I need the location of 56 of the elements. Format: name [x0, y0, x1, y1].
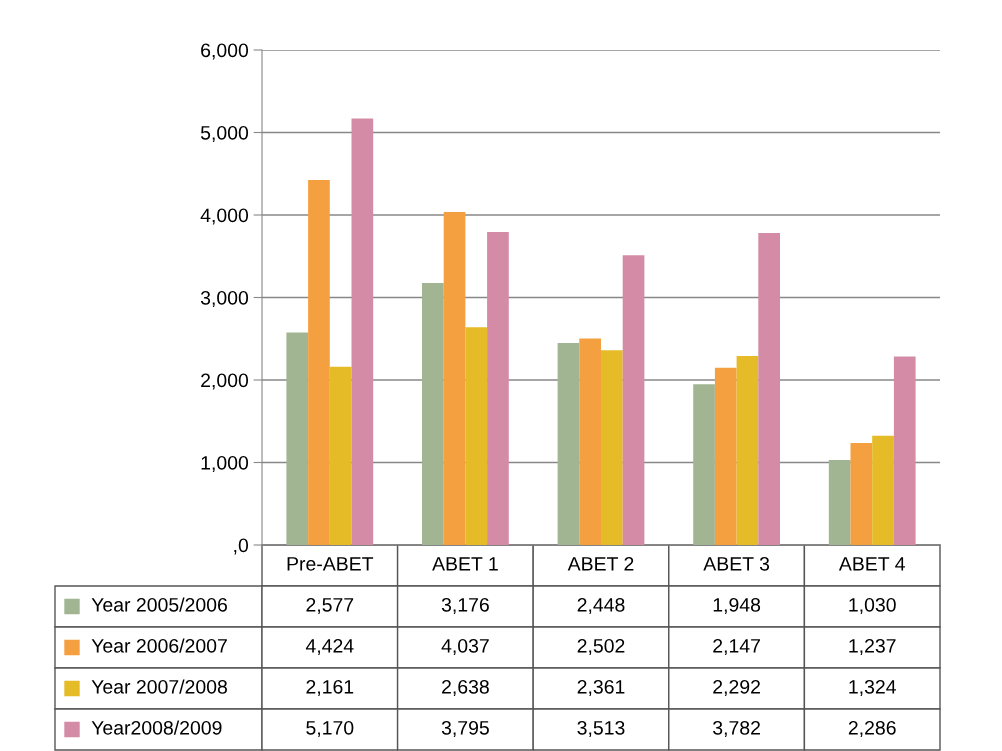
- bar: [758, 232, 780, 545]
- bar: [351, 118, 374, 545]
- data-label: 4,424: [305, 638, 354, 656]
- bar: [736, 355, 759, 545]
- x-tick-label: Pre-ABET: [287, 557, 374, 571]
- y-tick-label: 3,000: [200, 290, 249, 308]
- bar: [693, 384, 715, 545]
- x-tick-label: ABET 3: [703, 556, 770, 571]
- bar: [329, 366, 352, 545]
- data-label: 3,795: [441, 720, 489, 738]
- legend-label: Year 2006/2007: [91, 638, 227, 653]
- bar: [557, 343, 580, 545]
- y-tick-label: ,0: [234, 538, 249, 555]
- bar: [487, 231, 509, 545]
- bar: [465, 327, 488, 545]
- data-label: 1,948: [713, 597, 761, 615]
- data-label: 2,577: [306, 597, 354, 615]
- data-label: 1,030: [849, 597, 896, 615]
- x-tick-label: ABET 4: [838, 557, 905, 571]
- y-tick-label: 5,000: [200, 125, 249, 143]
- bar: [308, 180, 330, 545]
- y-tick-label: 2,000: [201, 373, 249, 390]
- data-label: 2,638: [442, 679, 489, 697]
- y-tick-label: 6,000: [201, 43, 249, 60]
- data-label: 1,324: [849, 679, 896, 697]
- bar: [286, 332, 309, 545]
- bar: [579, 338, 601, 545]
- bar: [872, 435, 894, 545]
- bar: [443, 211, 466, 545]
- data-label: 3,176: [441, 597, 489, 615]
- bar: [828, 460, 851, 545]
- data-label: 2,502: [577, 638, 625, 656]
- data-label: 2,147: [713, 638, 760, 656]
- data-label: 5,170: [306, 720, 354, 738]
- bar: [622, 255, 645, 545]
- data-label: 2,361: [577, 679, 625, 697]
- data-label: 3,782: [713, 720, 760, 738]
- data-label: 2,292: [713, 679, 760, 697]
- legend-label: Year 2007/2008: [91, 679, 227, 694]
- x-tick-label: ABET 2: [567, 556, 634, 571]
- legend-label: Year2008/2009: [91, 720, 222, 735]
- data-label: 2,161: [306, 679, 354, 697]
- bar: [850, 442, 873, 545]
- x-tick-label: ABET 1: [432, 557, 498, 571]
- bar: [714, 367, 737, 545]
- data-label: 3,513: [577, 720, 625, 738]
- data-label: 2,448: [577, 597, 625, 615]
- y-tick-label: 4,000: [200, 208, 249, 225]
- bar: [893, 356, 916, 545]
- legend-label: Year 2005/2006: [91, 597, 227, 612]
- data-label: 4,037: [441, 638, 489, 656]
- y-tick-label: 1,000: [201, 455, 249, 473]
- bar: [601, 350, 623, 545]
- data-label: 1,237: [849, 638, 896, 656]
- data-label: 2,286: [848, 720, 896, 738]
- bar: [422, 282, 444, 545]
